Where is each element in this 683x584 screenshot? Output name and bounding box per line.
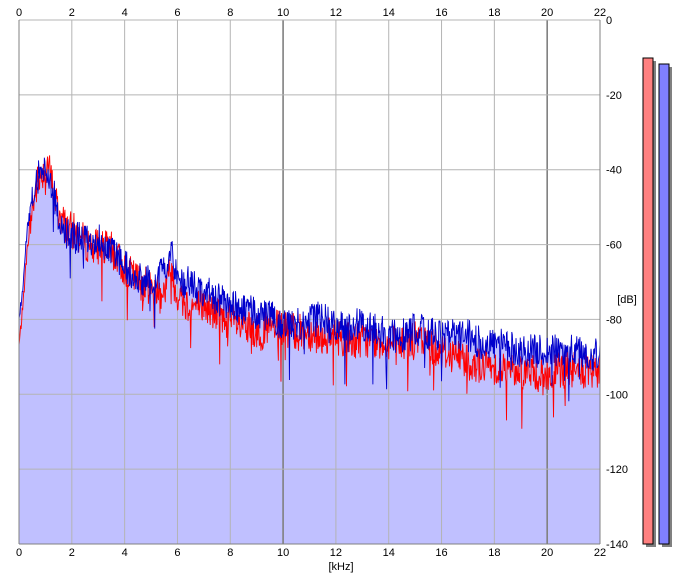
x-tick-label-top: 0: [16, 7, 22, 19]
y-tick-label: -140: [606, 539, 628, 551]
x-axis-top-ticks: 0 2 4 6 8 10 12 14 16 18 20 22: [16, 7, 606, 19]
x-tick-label-top: 18: [488, 7, 500, 19]
y-tick-label: -100: [606, 389, 628, 401]
x-tick-label-bottom: 18: [488, 547, 500, 559]
level-meters: [642, 57, 672, 547]
spectrum-traces: [18, 155, 601, 429]
x-tick-label-bottom: 6: [174, 547, 180, 559]
y-tick-label: 0: [606, 15, 612, 27]
blue-channel-trace: [18, 157, 601, 402]
x-tick-label-top: 4: [122, 7, 128, 19]
spectrum-fill-area: [19, 155, 600, 544]
x-tick-label-bottom: 22: [594, 547, 606, 559]
x-tick-label-bottom: 10: [277, 547, 289, 559]
x-tick-label-top: 12: [330, 7, 342, 19]
plot-frame: [18, 20, 601, 545]
x-tick-label-bottom: 16: [435, 547, 447, 559]
x-tick-label-top: 20: [541, 7, 553, 19]
x-tick-label-bottom: 14: [383, 547, 395, 559]
y-axis-label: [dB]: [617, 294, 637, 306]
spectrum-fill: [19, 155, 600, 544]
x-axis-bottom-ticks: 0 2 4 6 8 10 12 14 16 18 20 22: [16, 547, 606, 559]
x-tick-label-top: 6: [174, 7, 180, 19]
level-meter-bar: [658, 63, 670, 545]
y-tick-label: -20: [606, 90, 622, 102]
x-axis-label: [kHz]: [328, 561, 353, 573]
x-tick-label-top: 14: [383, 7, 395, 19]
y-tick-label: -120: [606, 464, 628, 476]
x-tick-label-bottom: 2: [69, 547, 75, 559]
x-tick-label-bottom: 20: [541, 547, 553, 559]
x-tick-label-bottom: 8: [227, 547, 233, 559]
x-tick-label-bottom: 4: [122, 547, 128, 559]
y-tick-label: -40: [606, 165, 622, 177]
x-tick-label-top: 22: [594, 7, 606, 19]
y-axis-ticks: 0 -20 -40 -60 -80 -100 -120 -140: [606, 15, 628, 551]
x-tick-label-top: 10: [277, 7, 289, 19]
x-tick-label-top: 2: [69, 7, 75, 19]
x-tick-label-top: 16: [435, 7, 447, 19]
x-tick-label-bottom: 0: [16, 547, 22, 559]
y-tick-label: -80: [606, 314, 622, 326]
y-tick-label: -60: [606, 240, 622, 252]
x-tick-label-top: 8: [227, 7, 233, 19]
level-meter-bar: [642, 57, 654, 545]
x-tick-label-bottom: 12: [330, 547, 342, 559]
